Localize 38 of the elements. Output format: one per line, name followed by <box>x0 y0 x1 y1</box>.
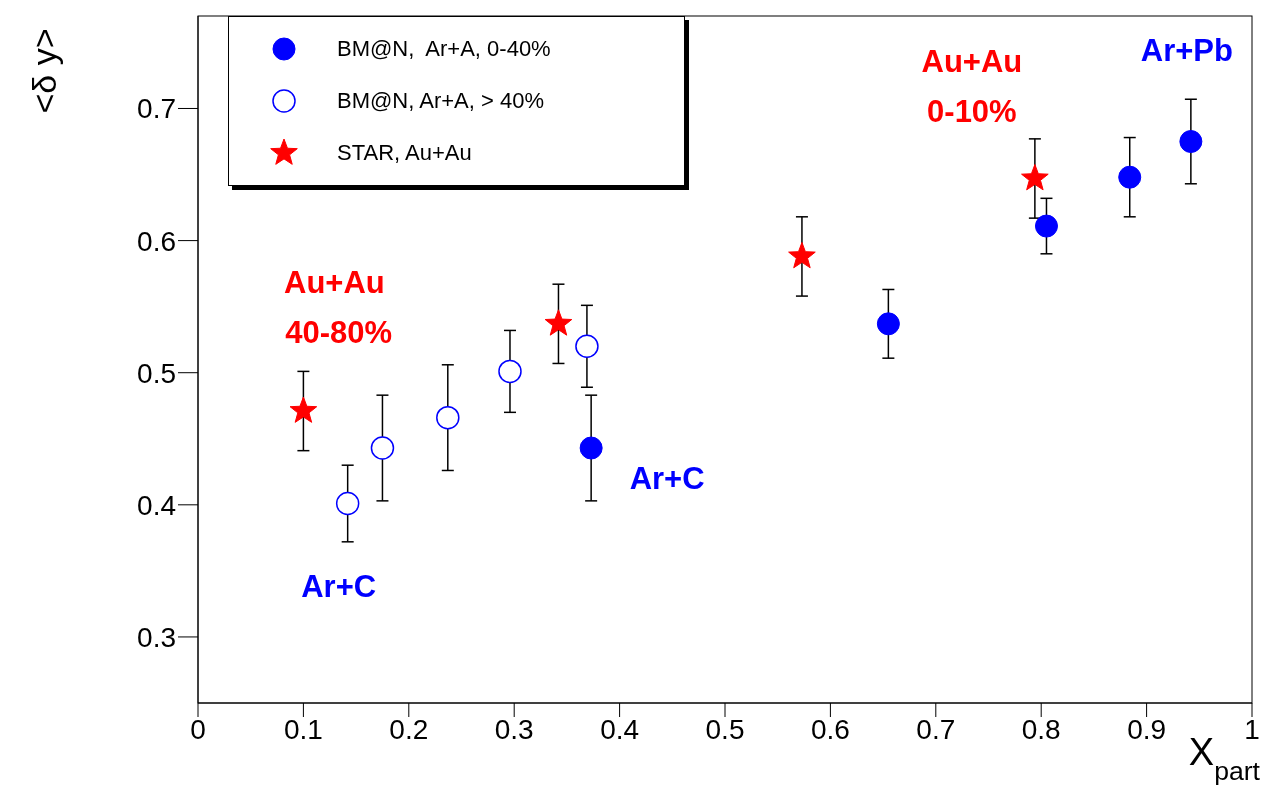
point <box>1179 130 1203 154</box>
y-tick-label: 0.5 <box>137 357 176 389</box>
x-tick-label: 0.3 <box>494 713 534 745</box>
annotation: Au+Au 0-10% <box>921 43 1023 129</box>
y-tick-label: 0.4 <box>137 489 176 521</box>
x-tick-label: 0.1 <box>283 713 323 745</box>
y-tick-label: 0.3 <box>137 621 176 653</box>
point <box>1118 165 1142 189</box>
point <box>335 491 360 516</box>
y-axis-title: <δ y> <box>25 28 63 114</box>
y-tick-label: 0.7 <box>137 93 176 125</box>
legend-label: STAR, Au+Au <box>337 140 472 166</box>
legend-label: BM@N, Ar+A, 0-40% <box>337 36 551 62</box>
x-tick-label: 0.8 <box>1021 713 1061 745</box>
x-tick-label: 0.9 <box>1127 713 1167 745</box>
point <box>788 241 816 269</box>
y-tick-label: 0.6 <box>137 225 176 257</box>
point <box>370 436 395 460</box>
x-tick-label: 0.7 <box>916 713 956 745</box>
x-tick-label: 0.6 <box>810 713 850 745</box>
legend-label: BM@N, Ar+A, > 40% <box>337 88 544 114</box>
point <box>579 436 603 460</box>
x-tick-label: 0.5 <box>705 713 745 745</box>
point <box>436 405 460 430</box>
x-tick-label: 0 <box>190 713 206 745</box>
annotation: Au+Au 40-80% <box>276 265 393 351</box>
point <box>1034 214 1058 238</box>
point <box>289 396 318 423</box>
x-tick-label: 0.4 <box>600 713 640 745</box>
point <box>498 359 522 384</box>
point <box>876 312 900 336</box>
annotation: Ar+C <box>629 461 705 497</box>
point <box>1021 164 1049 191</box>
annotation: Ar+Pb <box>1140 32 1233 68</box>
annotation: Ar+C <box>301 568 377 604</box>
point <box>544 309 573 336</box>
x-tick-label: 0.2 <box>389 713 429 745</box>
point <box>575 334 599 359</box>
